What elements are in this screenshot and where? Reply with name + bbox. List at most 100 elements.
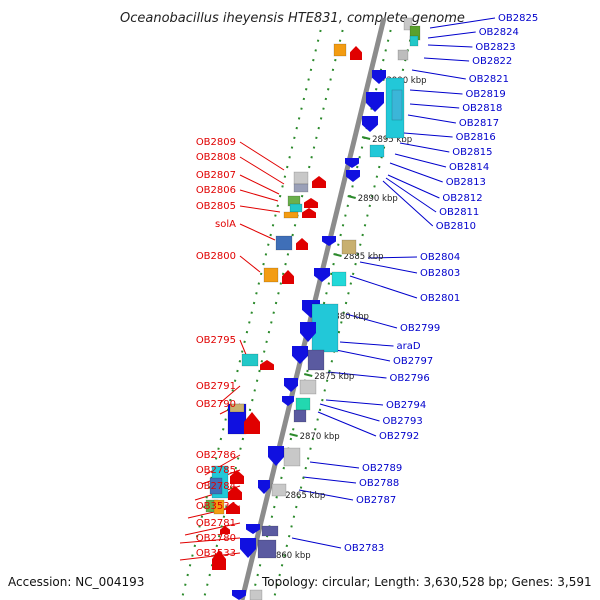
forward-gene-feature[interactable] xyxy=(296,238,308,250)
reverse-gene-label[interactable]: OB2812 xyxy=(442,193,482,204)
reverse-gene-label[interactable]: OB2783 xyxy=(344,543,384,554)
forward-gene-label[interactable]: OB2805 xyxy=(196,201,236,212)
forward-gene-feature[interactable] xyxy=(304,198,318,208)
forward-gene-label[interactable]: OB2795 xyxy=(196,335,236,346)
reverse-gene-feature[interactable] xyxy=(314,268,330,282)
forward-gene-feature[interactable] xyxy=(213,499,225,515)
forward-gene-label[interactable]: OB3533 xyxy=(196,548,236,559)
forward-gene-label[interactable]: OB2785 xyxy=(196,465,236,476)
reverse-gene-label[interactable]: OB2816 xyxy=(456,132,496,143)
reverse-gene-feature[interactable] xyxy=(345,158,359,168)
reverse-gene-feature[interactable] xyxy=(311,303,339,353)
reverse-gene-feature[interactable] xyxy=(295,397,311,411)
forward-gene-feature[interactable] xyxy=(293,183,309,193)
reverse-gene-feature[interactable] xyxy=(293,409,307,423)
reverse-gene-feature[interactable] xyxy=(362,116,378,132)
reverse-gene-label[interactable]: OB2814 xyxy=(449,162,489,173)
reverse-gene-feature[interactable] xyxy=(322,236,336,246)
reverse-gene-label[interactable]: OB2804 xyxy=(420,252,460,263)
reverse-gene-label[interactable]: OB2810 xyxy=(436,221,476,232)
reverse-gene-label[interactable]: OB2794 xyxy=(386,400,426,411)
reverse-gene-label[interactable]: OB2811 xyxy=(439,207,479,218)
reverse-gene-feature[interactable] xyxy=(391,89,403,121)
reverse-gene-feature[interactable] xyxy=(333,43,347,57)
reverse-gene-label[interactable]: OB2788 xyxy=(359,478,399,489)
forward-gene-feature[interactable] xyxy=(226,502,240,514)
reverse-gene-label[interactable]: OB2789 xyxy=(362,463,402,474)
forward-gene-feature[interactable] xyxy=(241,353,259,367)
reverse-gene-feature[interactable] xyxy=(232,590,246,600)
reverse-gene-feature[interactable] xyxy=(282,396,294,406)
reverse-gene-feature[interactable] xyxy=(246,524,260,534)
reverse-gene-label[interactable]: OB2819 xyxy=(466,89,506,100)
forward-gene-label[interactable]: OB2808 xyxy=(196,152,236,163)
reverse-gene-label[interactable]: araD xyxy=(397,341,421,352)
reverse-gene-feature[interactable] xyxy=(341,239,357,255)
reverse-gene-feature[interactable] xyxy=(372,70,386,84)
forward-gene-feature[interactable] xyxy=(283,211,299,219)
reverse-gene-feature[interactable] xyxy=(249,589,263,600)
forward-gene-label[interactable]: OB2790 xyxy=(196,399,236,410)
forward-gene-feature[interactable] xyxy=(312,176,326,188)
reverse-gene-label[interactable]: OB2823 xyxy=(475,42,515,53)
reverse-gene-feature[interactable] xyxy=(299,379,317,395)
forward-gene-feature[interactable] xyxy=(302,208,316,218)
reverse-gene-label[interactable]: OB2787 xyxy=(356,495,396,506)
reverse-gene-label[interactable]: OB2818 xyxy=(462,103,502,114)
forward-gene-label[interactable]: OB2786 xyxy=(196,450,236,461)
forward-gene-feature[interactable] xyxy=(350,46,362,60)
reverse-gene-label[interactable]: OB2817 xyxy=(459,118,499,129)
reverse-gene-feature[interactable] xyxy=(257,539,277,559)
forward-gene-label[interactable]: OB2780 xyxy=(196,533,236,544)
reverse-gene-label[interactable]: OB2813 xyxy=(446,177,486,188)
forward-gene-label[interactable]: OB2806 xyxy=(196,185,236,196)
forward-gene-label[interactable]: OB3534 xyxy=(196,501,236,512)
reverse-gene-label[interactable]: OB2822 xyxy=(472,56,512,67)
forward-gene-label[interactable]: OB2781 xyxy=(196,518,236,529)
reverse-gene-label[interactable]: OB2796 xyxy=(390,373,430,384)
forward-gene-feature[interactable] xyxy=(244,412,260,434)
reverse-gene-label[interactable]: OB2792 xyxy=(379,431,419,442)
reverse-gene-feature[interactable] xyxy=(307,349,325,371)
reverse-gene-label[interactable]: OB2799 xyxy=(400,323,440,334)
reverse-gene-feature[interactable] xyxy=(292,346,308,364)
reverse-gene-label[interactable]: OB2801 xyxy=(420,293,460,304)
reverse-gene-feature[interactable] xyxy=(284,378,298,392)
forward-gene-feature[interactable] xyxy=(230,470,244,484)
forward-gene-feature[interactable] xyxy=(209,477,223,495)
reverse-gene-feature[interactable] xyxy=(283,447,301,467)
reverse-gene-feature[interactable] xyxy=(300,322,316,342)
reverse-gene-feature[interactable] xyxy=(403,17,413,31)
forward-gene-label[interactable]: solA xyxy=(215,219,236,230)
reverse-gene-feature[interactable] xyxy=(369,144,385,158)
forward-gene-feature[interactable] xyxy=(275,235,293,251)
reverse-gene-label[interactable]: OB2815 xyxy=(452,147,492,158)
forward-gene-feature[interactable] xyxy=(220,526,230,534)
reverse-gene-feature[interactable] xyxy=(268,446,284,466)
reverse-gene-feature[interactable] xyxy=(271,483,287,497)
reverse-gene-label[interactable]: OB2824 xyxy=(479,27,519,38)
forward-gene-feature[interactable] xyxy=(263,267,279,283)
forward-gene-feature[interactable] xyxy=(212,550,226,570)
reverse-gene-feature[interactable] xyxy=(258,480,270,494)
reverse-gene-feature[interactable] xyxy=(409,35,419,47)
reverse-gene-label[interactable]: OB2821 xyxy=(469,74,509,85)
forward-gene-feature[interactable] xyxy=(289,203,303,213)
reverse-gene-label[interactable]: OB2793 xyxy=(383,416,423,427)
forward-gene-label[interactable]: OB2800 xyxy=(196,251,236,262)
reverse-gene-label[interactable]: OB2797 xyxy=(393,356,433,367)
forward-gene-feature[interactable] xyxy=(293,171,309,185)
forward-gene-feature[interactable] xyxy=(260,360,274,370)
reverse-gene-label[interactable]: OB2803 xyxy=(420,268,460,279)
forward-gene-label[interactable]: OB2807 xyxy=(196,170,236,181)
forward-gene-label[interactable]: OB2791 xyxy=(196,381,236,392)
forward-gene-label[interactable]: OB2809 xyxy=(196,137,236,148)
reverse-gene-feature[interactable] xyxy=(397,49,409,61)
forward-gene-label[interactable]: OB2784 xyxy=(196,481,236,492)
reverse-gene-feature[interactable] xyxy=(366,92,384,112)
reverse-gene-feature[interactable] xyxy=(240,538,256,558)
reverse-gene-feature[interactable] xyxy=(331,271,347,287)
reverse-gene-feature[interactable] xyxy=(346,170,360,182)
reverse-gene-label[interactable]: OB2825 xyxy=(498,13,538,24)
reverse-gene-feature[interactable] xyxy=(261,525,279,537)
